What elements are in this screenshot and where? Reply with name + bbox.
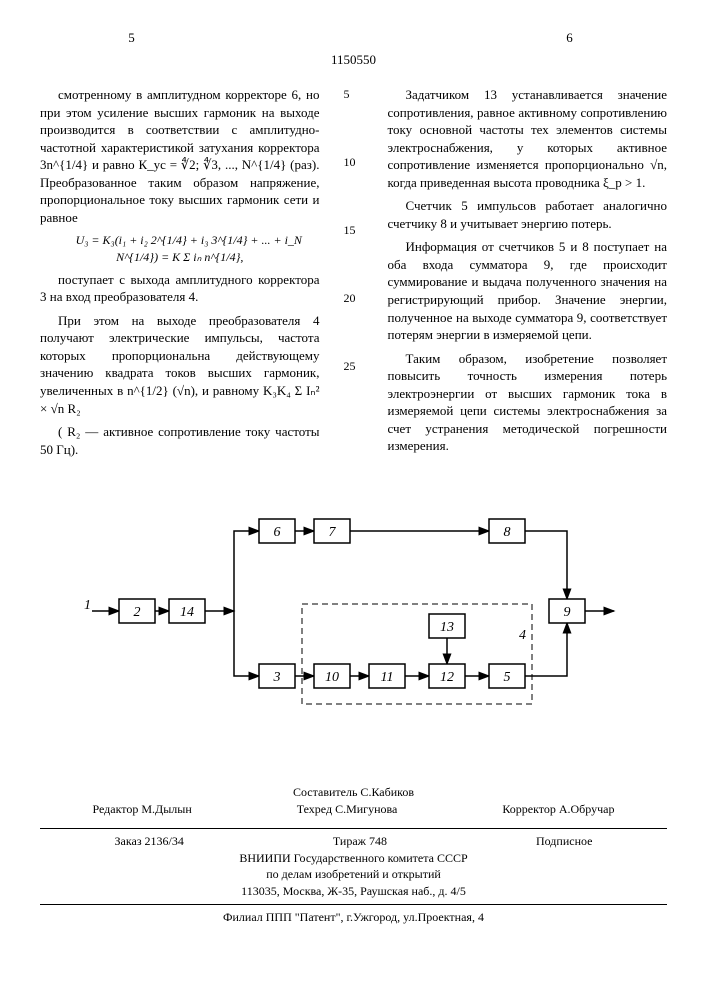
doc-number: 1150550 bbox=[40, 52, 667, 68]
svg-text:6: 6 bbox=[273, 525, 280, 540]
svg-text:3: 3 bbox=[272, 670, 280, 685]
svg-text:12: 12 bbox=[440, 670, 454, 685]
para: Счетчик 5 импульсов работает аналогично … bbox=[388, 197, 668, 232]
para: Задатчиком 13 устанавливается значение с… bbox=[388, 86, 668, 191]
para: поступает с выхода амплитудного корректо… bbox=[40, 271, 320, 306]
branch: Филиал ППП "Патент", г.Ужгород, ул.Проек… bbox=[40, 909, 667, 926]
page-num-left: 5 bbox=[128, 30, 141, 45]
org-line-2: по делам изобретений и открытий bbox=[40, 866, 667, 883]
corrector: Корректор А.Обручар bbox=[502, 801, 614, 818]
svg-text:14: 14 bbox=[180, 605, 194, 620]
tech-editor: Техред С.Мигунова bbox=[297, 801, 398, 818]
svg-text:2: 2 bbox=[133, 605, 140, 620]
editor: Редактор М.Дылын bbox=[93, 801, 192, 818]
line-marker: 15 bbox=[344, 222, 364, 290]
svg-text:1: 1 bbox=[84, 598, 91, 613]
page-num-right: 6 bbox=[566, 30, 579, 45]
para: смотренному в амплитудном корректоре 6, … bbox=[40, 86, 320, 226]
para: Таким образом, изобретение позволяет пов… bbox=[388, 350, 668, 455]
svg-text:4: 4 bbox=[519, 628, 526, 643]
subscription: Подписное bbox=[536, 833, 593, 850]
body-columns: смотренному в амплитудном корректоре 6, … bbox=[40, 86, 667, 464]
composer: Составитель С.Кабиков bbox=[40, 784, 667, 801]
diagram-svg: 1214678310111213594 bbox=[74, 494, 634, 724]
svg-text:7: 7 bbox=[328, 525, 336, 540]
svg-text:9: 9 bbox=[563, 605, 570, 620]
block-diagram: 1214678310111213594 bbox=[40, 494, 667, 724]
para: ( R₂ — активное сопротивление току часто… bbox=[40, 423, 320, 458]
line-marker: 20 bbox=[344, 290, 364, 358]
line-marker: 5 bbox=[344, 86, 364, 154]
tirazh: Тираж 748 bbox=[333, 833, 387, 850]
line-marker: 10 bbox=[344, 154, 364, 222]
address: 113035, Москва, Ж-35, Раушская наб., д. … bbox=[40, 883, 667, 900]
svg-text:10: 10 bbox=[325, 670, 339, 685]
right-column: Задатчиком 13 устанавливается значение с… bbox=[388, 86, 668, 464]
formula: U₃ = K₃(i₁ + i₂ 2^{1/4} + i₃ 3^{1/4} + .… bbox=[40, 232, 320, 264]
left-column: смотренному в амплитудном корректоре 6, … bbox=[40, 86, 320, 464]
line-marker: 25 bbox=[344, 358, 364, 426]
para: При этом на выходе преобразователя 4 пол… bbox=[40, 312, 320, 417]
para: Информация от счетчиков 5 и 8 поступает … bbox=[388, 238, 668, 343]
svg-text:11: 11 bbox=[380, 670, 393, 685]
line-markers: 5 10 15 20 25 bbox=[344, 86, 364, 464]
footer: Составитель С.Кабиков Редактор М.Дылын Т… bbox=[40, 784, 667, 926]
svg-text:13: 13 bbox=[440, 620, 454, 635]
org-line-1: ВНИИПИ Государственного комитета СССР bbox=[40, 850, 667, 867]
svg-text:8: 8 bbox=[503, 525, 510, 540]
order-num: Заказ 2136/34 bbox=[115, 833, 184, 850]
svg-text:5: 5 bbox=[503, 670, 510, 685]
